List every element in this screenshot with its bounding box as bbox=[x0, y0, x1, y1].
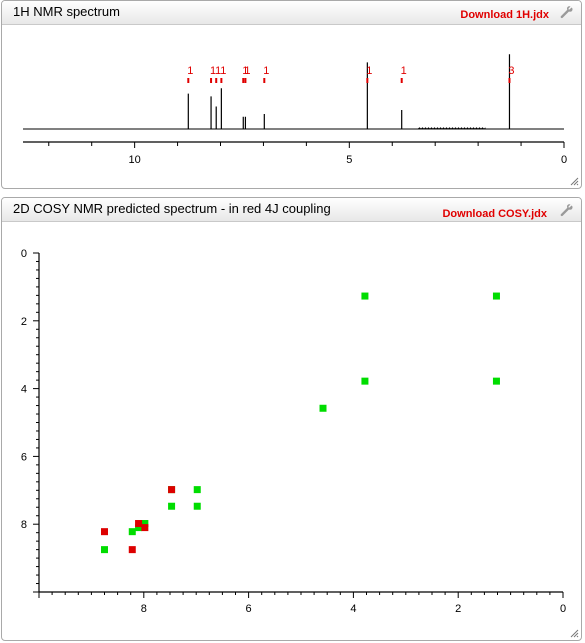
x-tick-label: 2 bbox=[455, 603, 461, 615]
cosy-point bbox=[168, 502, 176, 510]
panel-header: 1H NMR spectrum Download 1H.jdx bbox=[2, 1, 581, 25]
wrench-icon[interactable] bbox=[559, 203, 573, 217]
cosy-point bbox=[193, 486, 201, 494]
cosy-point bbox=[193, 502, 201, 510]
cosy-point bbox=[492, 377, 500, 385]
download-1h-link[interactable]: Download 1H.jdx bbox=[460, 9, 549, 21]
integral-label: 1 bbox=[215, 65, 221, 77]
panel-title: 2D COSY NMR predicted spectrum - in red … bbox=[13, 201, 331, 216]
panel-title: 1H NMR spectrum bbox=[13, 4, 120, 19]
x-tick-label: 0 bbox=[561, 154, 567, 166]
cosy-point bbox=[168, 486, 176, 494]
x-tick-label: 10 bbox=[129, 154, 141, 166]
wrench-icon[interactable] bbox=[559, 5, 573, 19]
cosy-point bbox=[128, 528, 136, 536]
cosy-point bbox=[141, 524, 149, 532]
cosy-2d-panel: 2D COSY NMR predicted spectrum - in red … bbox=[1, 197, 582, 641]
y-tick-label: 8 bbox=[21, 519, 27, 531]
cosy-point bbox=[319, 404, 327, 412]
resize-icon[interactable] bbox=[570, 629, 579, 638]
panel-header: 2D COSY NMR predicted spectrum - in red … bbox=[2, 198, 581, 222]
cosy-plot: 8 6 4 2 0 0 2 4 6 8 bbox=[21, 248, 566, 615]
x-tick-label: 0 bbox=[560, 603, 566, 615]
integral-label: 1 bbox=[187, 65, 193, 77]
resize-icon[interactable] bbox=[570, 177, 579, 186]
cosy-point bbox=[101, 528, 108, 536]
spectrum-noise bbox=[417, 127, 486, 130]
cosy-point bbox=[141, 520, 149, 528]
cosy-point bbox=[361, 292, 369, 300]
cosy-point bbox=[135, 520, 143, 528]
spectrum-plot: 1 1 1 1 11 1 1 1 310 5 0 bbox=[23, 54, 567, 166]
integral-label: 1 bbox=[242, 65, 248, 77]
integral-label: 1 bbox=[401, 65, 407, 77]
y-tick-label: 0 bbox=[21, 248, 27, 260]
cosy-point bbox=[128, 546, 136, 554]
cosy-point bbox=[361, 377, 369, 385]
y-tick-label: 6 bbox=[21, 451, 27, 463]
download-cosy-link[interactable]: Download COSY.jdx bbox=[442, 208, 547, 220]
y-tick-label: 2 bbox=[21, 316, 27, 328]
integral-label: 1 bbox=[210, 65, 216, 77]
cosy-point bbox=[101, 546, 108, 554]
integral-label: 1 bbox=[366, 65, 372, 77]
integral-label: 3 bbox=[508, 65, 514, 77]
x-tick-label: 5 bbox=[346, 154, 352, 166]
cosy-point bbox=[135, 524, 143, 532]
integral-label: 1 bbox=[220, 65, 226, 77]
x-tick-label: 6 bbox=[246, 603, 252, 615]
cosy-point bbox=[492, 292, 500, 300]
x-tick-label: 8 bbox=[141, 603, 147, 615]
integral-label: 1 bbox=[263, 65, 269, 77]
x-tick-label: 4 bbox=[350, 603, 356, 615]
integral-label: 1 bbox=[244, 65, 250, 77]
y-tick-label: 4 bbox=[21, 384, 27, 396]
